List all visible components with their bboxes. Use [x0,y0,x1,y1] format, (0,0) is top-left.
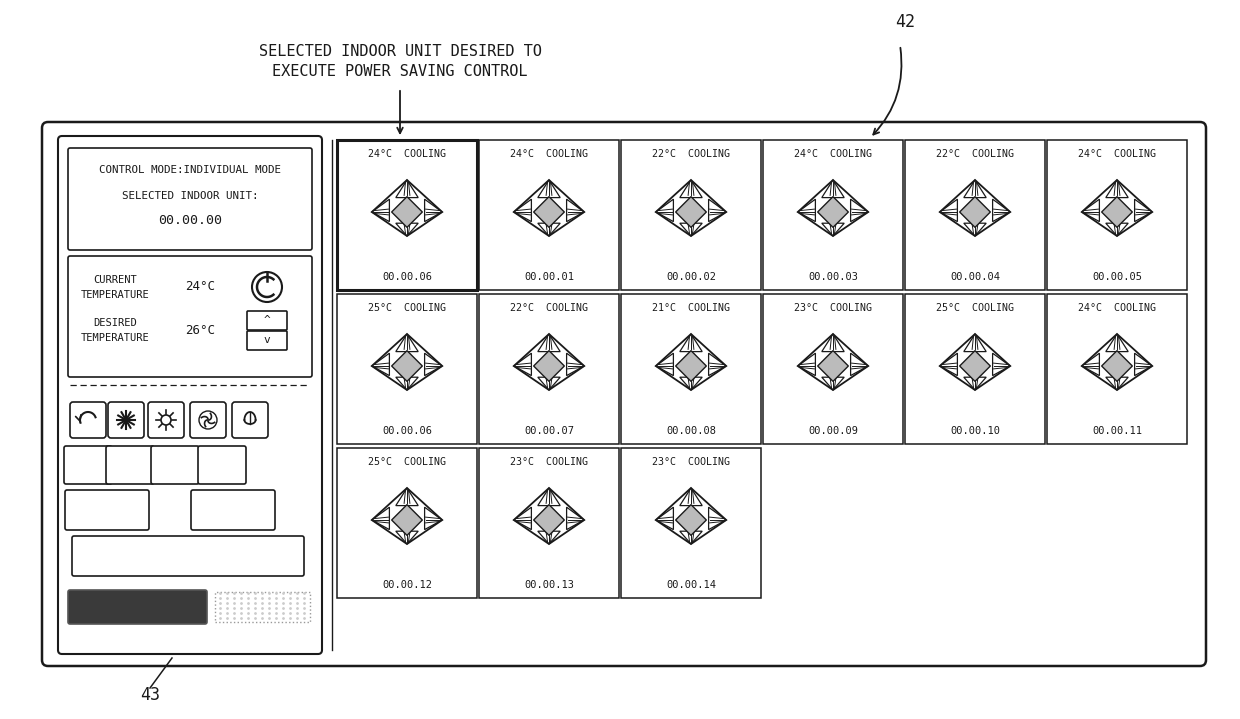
FancyBboxPatch shape [232,402,268,438]
Text: 00.00.06: 00.00.06 [382,426,432,436]
Polygon shape [960,196,991,227]
FancyBboxPatch shape [247,311,286,330]
FancyBboxPatch shape [190,402,226,438]
Bar [215,592,310,622]
Text: 00.00.03: 00.00.03 [808,272,858,282]
Bar [337,294,477,444]
Bar [337,448,477,598]
Text: 43: 43 [140,686,160,704]
Text: 00.00.00: 00.00.00 [157,214,222,226]
Text: 26°C: 26°C [185,324,215,336]
Text: 42: 42 [895,13,915,31]
Text: 24°C  COOLING: 24°C COOLING [1078,303,1156,313]
FancyBboxPatch shape [68,590,207,624]
Text: 24°C: 24°C [185,280,215,293]
Text: 22°C  COOLING: 22°C COOLING [936,149,1014,159]
Text: 25°C  COOLING: 25°C COOLING [936,303,1014,313]
Text: 00.00.14: 00.00.14 [666,580,715,590]
Text: 00.00.10: 00.00.10 [950,426,999,436]
Text: 24°C  COOLING: 24°C COOLING [1078,149,1156,159]
Polygon shape [676,351,707,381]
FancyBboxPatch shape [72,536,304,576]
FancyBboxPatch shape [68,148,312,250]
Bar [905,140,1045,290]
FancyBboxPatch shape [42,122,1207,666]
Text: 24°C  COOLING: 24°C COOLING [368,149,446,159]
FancyBboxPatch shape [148,402,184,438]
Text: SELECTED INDOOR UNIT:: SELECTED INDOOR UNIT: [122,191,258,201]
Polygon shape [533,505,564,536]
Text: 00.00.13: 00.00.13 [525,580,574,590]
Text: SELECTED INDOOR UNIT DESIRED TO: SELECTED INDOOR UNIT DESIRED TO [259,45,542,60]
Text: 00.00.06: 00.00.06 [382,272,432,282]
Text: CONTROL MODE:INDIVIDUAL MODE: CONTROL MODE:INDIVIDUAL MODE [99,165,281,175]
Polygon shape [533,196,564,227]
Text: 00.00.08: 00.00.08 [666,426,715,436]
FancyBboxPatch shape [247,331,286,350]
Bar [337,140,477,290]
Polygon shape [817,351,848,381]
FancyBboxPatch shape [68,256,312,377]
Polygon shape [392,505,423,536]
Text: 25°C  COOLING: 25°C COOLING [368,457,446,467]
Text: 25°C  COOLING: 25°C COOLING [368,303,446,313]
Polygon shape [533,351,564,381]
Text: v: v [264,335,270,345]
Polygon shape [676,505,707,536]
Polygon shape [1101,196,1132,227]
Polygon shape [817,196,848,227]
Bar [905,294,1045,444]
Text: 24°C  COOLING: 24°C COOLING [794,149,872,159]
Bar [479,448,619,598]
Bar [621,140,761,290]
Polygon shape [392,351,423,381]
FancyBboxPatch shape [64,490,149,530]
Bar [479,140,619,290]
Bar [479,294,619,444]
Text: 00.00.07: 00.00.07 [525,426,574,436]
Text: 24°C  COOLING: 24°C COOLING [510,149,588,159]
Text: 00.00.12: 00.00.12 [382,580,432,590]
Text: 23°C  COOLING: 23°C COOLING [652,457,730,467]
Polygon shape [960,351,991,381]
FancyBboxPatch shape [198,446,246,484]
Polygon shape [676,196,707,227]
Bar [621,294,761,444]
Text: 00.00.04: 00.00.04 [950,272,999,282]
Text: DESIRED: DESIRED [93,318,136,328]
Text: 23°C  COOLING: 23°C COOLING [794,303,872,313]
FancyBboxPatch shape [191,490,275,530]
Bar [763,294,903,444]
FancyBboxPatch shape [105,446,154,484]
Bar [1047,294,1187,444]
Text: 00.00.11: 00.00.11 [1092,426,1142,436]
Text: 00.00.02: 00.00.02 [666,272,715,282]
Bar [621,448,761,598]
Text: EXECUTE POWER SAVING CONTROL: EXECUTE POWER SAVING CONTROL [273,65,528,80]
Text: CURRENT: CURRENT [93,275,136,285]
FancyBboxPatch shape [108,402,144,438]
Text: TEMPERATURE: TEMPERATURE [81,333,149,343]
Polygon shape [1101,351,1132,381]
Text: 22°C  COOLING: 22°C COOLING [652,149,730,159]
Polygon shape [392,196,423,227]
Text: TEMPERATURE: TEMPERATURE [81,290,149,300]
Text: 21°C  COOLING: 21°C COOLING [652,303,730,313]
FancyBboxPatch shape [64,446,112,484]
FancyBboxPatch shape [69,402,105,438]
Text: 00.00.09: 00.00.09 [808,426,858,436]
FancyBboxPatch shape [58,136,322,654]
Text: 00.00.01: 00.00.01 [525,272,574,282]
Text: ^: ^ [264,315,270,325]
Text: 22°C  COOLING: 22°C COOLING [510,303,588,313]
Text: 00.00.05: 00.00.05 [1092,272,1142,282]
FancyBboxPatch shape [151,446,198,484]
Bar [1047,140,1187,290]
Bar [763,140,903,290]
Text: 23°C  COOLING: 23°C COOLING [510,457,588,467]
